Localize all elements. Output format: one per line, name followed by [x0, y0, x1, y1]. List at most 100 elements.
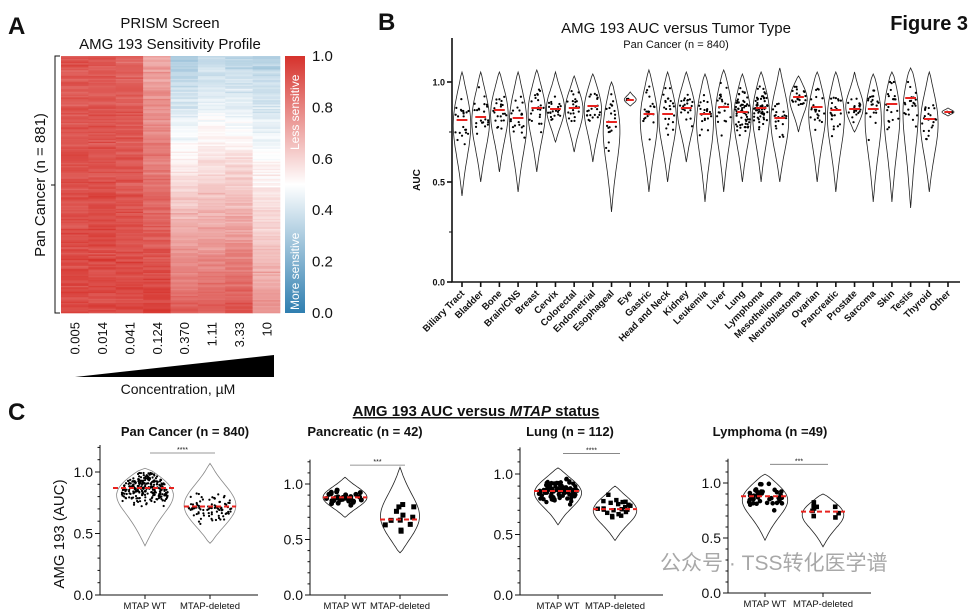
data-point [500, 99, 503, 103]
data-point [475, 132, 479, 135]
heatmap-cell [61, 174, 89, 177]
data-point [798, 94, 801, 97]
data-point [124, 490, 127, 493]
data-point [791, 89, 794, 93]
heatmap-cell [61, 103, 89, 105]
heatmap-cell [170, 127, 199, 130]
data-point [140, 505, 143, 508]
data-point [547, 101, 551, 104]
heatmap-cell [115, 113, 144, 115]
heatmap-cell [197, 110, 226, 112]
data-point [534, 96, 537, 100]
data-point [922, 129, 925, 133]
data-point [505, 114, 508, 117]
heatmap-cell [88, 234, 117, 237]
heatmap-cell [61, 160, 89, 162]
data-point [197, 520, 201, 523]
heatmap-cell [143, 308, 171, 311]
data-point [518, 109, 521, 112]
data-point [834, 97, 838, 100]
heatmap-cell [115, 300, 144, 302]
heatmap-cell [143, 130, 171, 132]
heatmap-cell [143, 78, 171, 81]
heatmap-cell [61, 205, 89, 208]
heatmap-cell [170, 240, 199, 242]
heatmap-cell [252, 233, 281, 235]
data-point [121, 499, 124, 503]
heatmap-cell [88, 191, 117, 194]
heatmap-cell [88, 291, 117, 294]
data-point [762, 122, 765, 126]
data-point [858, 105, 861, 108]
heatmap-cell [197, 103, 226, 105]
heatmap-cell [61, 198, 89, 201]
data-point [744, 129, 747, 133]
panel-c-mtap: AMG 193 AUC versus MTAP status AMG 193 (… [51, 403, 871, 612]
heatmap-cell [252, 275, 281, 278]
heatmap-cell [88, 211, 117, 214]
data-point [572, 112, 575, 115]
heatmap-cell [197, 67, 226, 70]
heatmap-cell [115, 56, 144, 58]
y-tick-label: 1.0 [702, 475, 722, 491]
heatmap-cell [88, 213, 117, 215]
y-tick-label: 0.5 [702, 530, 722, 546]
heatmap-cell [225, 168, 253, 171]
heatmap-cell [197, 225, 226, 228]
heatmap-cell [252, 305, 281, 308]
heatmap-cell [61, 107, 89, 110]
heatmap-cell [252, 138, 281, 141]
data-point [927, 106, 930, 110]
heatmap-cell [143, 273, 171, 275]
heatmap-cell [143, 181, 171, 184]
data-point [166, 494, 169, 497]
heatmap-cell [197, 141, 226, 144]
data-point [686, 93, 689, 96]
heatmap-cell [225, 101, 253, 104]
data-point [161, 483, 164, 486]
heatmap-cell [170, 173, 199, 175]
data-point [698, 104, 701, 107]
data-point [870, 100, 873, 103]
heatmap-cell [88, 283, 117, 285]
heatmap-cell [143, 250, 171, 252]
data-point [411, 504, 417, 510]
heatmap-cell [88, 208, 117, 211]
heatmap-cell [170, 90, 199, 92]
data-point [739, 104, 742, 107]
heatmap-cell [225, 108, 253, 111]
heatmap-cell [88, 78, 117, 81]
heatmap-cell [252, 213, 281, 215]
heatmap-cell [252, 74, 281, 77]
data-point [771, 108, 775, 111]
heatmap-cell [225, 251, 253, 254]
heatmap-cell [61, 81, 89, 84]
heatmap-cell [197, 165, 226, 168]
heatmap-cell [88, 71, 117, 74]
heatmap-cell [61, 243, 89, 245]
heatmap-cell [170, 60, 199, 63]
heatmap-cell [143, 283, 171, 285]
heatmap-cell [88, 271, 117, 274]
heatmap-cell [143, 103, 171, 105]
heatmap-cell [225, 304, 253, 307]
heatmap-cell [170, 288, 199, 291]
violin-outline [658, 70, 677, 183]
heatmap-cell [197, 265, 226, 268]
heatmap-cell [170, 78, 199, 81]
heatmap-cell [61, 133, 89, 135]
heatmap-cell [115, 291, 144, 294]
data-point [927, 129, 930, 132]
data-point [754, 99, 757, 103]
heatmap-cell [225, 124, 253, 127]
heatmap-cell [225, 221, 253, 224]
heatmap-cell [61, 135, 89, 138]
heatmap-cell [88, 81, 117, 84]
heatmap-cell [170, 305, 199, 308]
heatmap-cell [197, 154, 226, 157]
heatmap-cell [252, 271, 281, 274]
data-point [652, 105, 656, 108]
heatmap-cell [143, 287, 171, 290]
heatmap-cell [225, 267, 253, 270]
data-point [222, 515, 225, 518]
